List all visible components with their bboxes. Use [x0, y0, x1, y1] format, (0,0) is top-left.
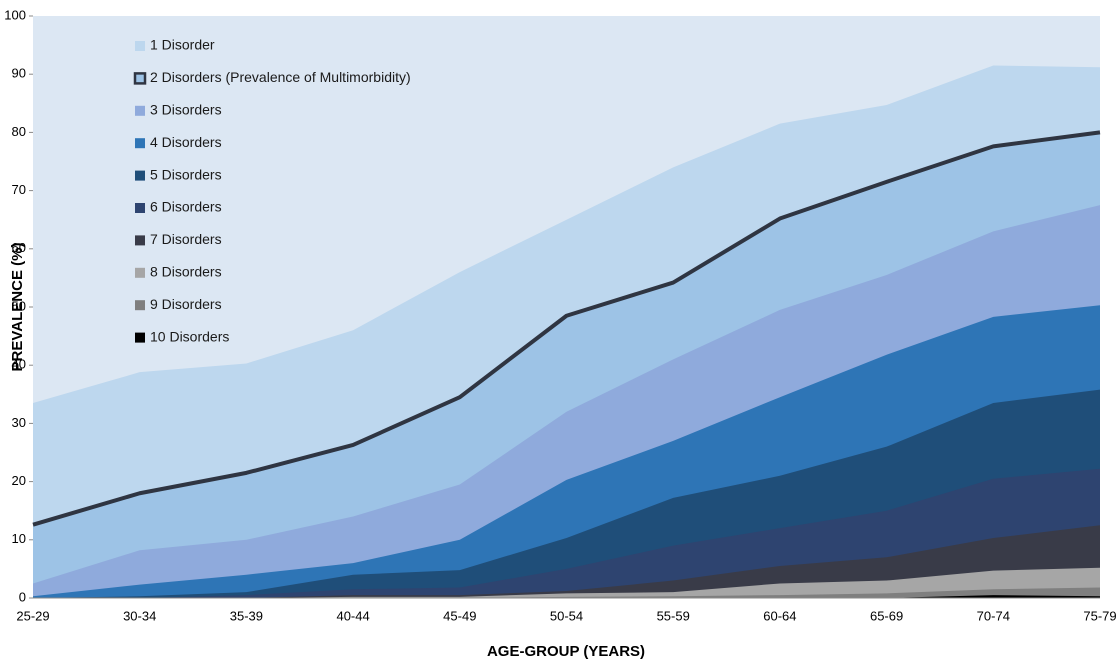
area — [33, 567, 1100, 598]
legend-swatch — [135, 170, 145, 181]
x-tick-label: 50-54 — [550, 608, 583, 623]
legend-swatch — [135, 267, 145, 278]
legend-label: 4 Disorders — [150, 134, 222, 150]
legend-label: 10 Disorders — [150, 328, 229, 344]
x-tick-label: 65-69 — [870, 608, 903, 623]
legend: 1 Disorder 2 Disorders (Prevalence of Mul… — [133, 37, 411, 344]
x-tick-label: 45-49 — [443, 608, 476, 623]
area — [33, 587, 1100, 598]
y-tick-label: 30 — [12, 415, 26, 430]
x-tick-label: 55-59 — [657, 608, 690, 623]
legend-swatch — [135, 41, 145, 51]
y-tick-label: 50 — [12, 298, 26, 313]
x-tick-label: 30-34 — [123, 608, 156, 623]
legend-swatch — [135, 105, 145, 116]
y-tick-label: 0 — [19, 589, 26, 604]
line — [32, 130, 1101, 527]
y-tick-label: 90 — [12, 66, 26, 81]
legend-swatch — [133, 72, 147, 85]
legend-swatch — [135, 235, 145, 246]
y-tick-label: 100 — [4, 7, 26, 22]
y-tick-label: 80 — [12, 124, 26, 139]
legend-label: 2 Disorders (Prevalence of Multimorbidit… — [150, 69, 411, 85]
legend-swatch — [135, 300, 145, 311]
x-tick-label: 40-44 — [336, 608, 369, 623]
legend-label: 5 Disorders — [150, 166, 222, 182]
x-tick-label: 70-74 — [977, 608, 1010, 623]
y-tick-label: 40 — [12, 357, 26, 372]
x-axis-title: AGE-GROUP (YEARS) — [487, 643, 645, 660]
legend-swatch — [135, 332, 145, 343]
x-tick-label: 25-29 — [16, 608, 49, 623]
legend-label: 9 Disorders — [150, 296, 222, 312]
y-tick-label: 10 — [12, 531, 26, 546]
y-tick-label: 70 — [12, 182, 26, 197]
legend-label: 6 Disorders — [150, 199, 222, 215]
y-tick-label: 20 — [12, 473, 26, 488]
area — [33, 525, 1100, 598]
x-tick-label: 35-39 — [230, 608, 263, 623]
legend-label: 7 Disorders — [150, 231, 222, 247]
x-tick-label: 75-79 — [1083, 608, 1116, 623]
x-tick-label: 60-64 — [763, 608, 796, 623]
y-tick-label: 60 — [12, 240, 26, 255]
legend-swatch — [135, 203, 145, 213]
legend-label: 1 Disorder — [150, 37, 215, 53]
legend-swatch — [135, 138, 145, 149]
legend-label: 8 Disorders — [150, 264, 222, 280]
legend-label: 3 Disorders — [150, 102, 222, 118]
y-axis-title: PREVALENCE (%) — [9, 243, 26, 372]
